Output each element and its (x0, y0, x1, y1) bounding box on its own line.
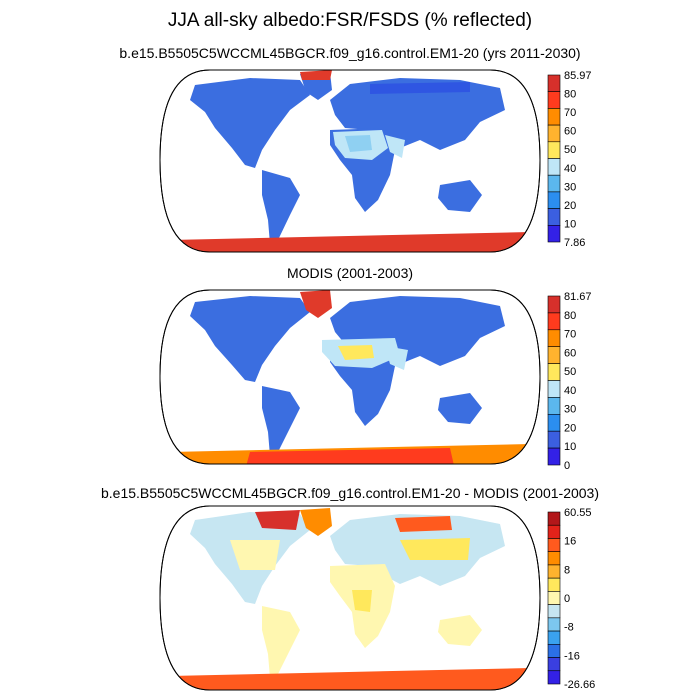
panel-title-obs: MODIS (2001-2003) (286, 265, 414, 281)
page-title: JJA all-sky albedo:FSR/FSDS (% reflected… (167, 10, 533, 31)
colorbar-tick-label: 80 (564, 310, 576, 322)
colorbar-swatch (547, 670, 561, 685)
panel-title-diff: b.e15.B5505C5WCCML45BGCR.f09_g16.control… (100, 485, 600, 501)
colorbar-diff: 60.55 16 8 0 -8 -16 -26.66 (547, 507, 595, 691)
colorbar-swatch (547, 524, 561, 539)
colorbar-swatch (547, 591, 561, 605)
colorbar-tick-label: 30 (564, 181, 576, 193)
panel-title-model: b.e15.B5505C5WCCML45BGCR.f09_g16.control… (119, 45, 581, 61)
colorbar-swatch (547, 657, 561, 672)
colorbar-swatch (547, 551, 561, 566)
colorbar-tick-label: 81.67 (564, 291, 592, 303)
colorbar-tick-label: 10 (564, 441, 576, 453)
colorbar-tick-label: 50 (564, 366, 576, 378)
colorbar-tick-label: 40 (564, 163, 576, 175)
colorbar-tick-label: 80 (564, 89, 576, 101)
colorbar-tick-label: 7.86 (564, 237, 585, 249)
colorbar-tick-label: 60 (564, 347, 576, 359)
colorbar-tick-label: 70 (564, 329, 576, 341)
colorbar-tick-label: 60 (564, 126, 576, 138)
colorbar-obs: 81.67 80 70 60 50 40 30 20 10 0 (547, 291, 592, 472)
colorbar-tick-label: 0 (564, 593, 570, 605)
colorbar-tick-label: -26.66 (564, 679, 595, 691)
colorbar-tick-label: 16 (564, 536, 576, 548)
colorbar-tick-label: 30 (564, 404, 576, 416)
colorbar-tick-label: 40 (564, 385, 576, 397)
colorbar-tick-label: 20 (564, 422, 576, 434)
colorbar-swatch (547, 511, 561, 526)
colorbar-tick-label: 50 (564, 144, 576, 156)
land-fill (160, 508, 540, 690)
land-fill (160, 70, 540, 252)
colorbar-tick-label: 10 (564, 218, 576, 230)
colorbar-swatch (547, 564, 561, 579)
colorbar-swatch (547, 617, 561, 632)
colorbar-tick-label: 0 (564, 460, 570, 472)
colorbar-swatch (547, 644, 561, 658)
colorbar-tick-label: 60.55 (564, 507, 592, 519)
colorbar-tick-label: 85.97 (564, 70, 592, 82)
colorbar-model: 85.97 80 70 60 50 40 30 20 10 7.86 (547, 70, 592, 249)
colorbar-tick-label: 8 (564, 564, 570, 576)
colorbar-tick-label: -8 (564, 622, 574, 634)
colorbar-tick-label: 70 (564, 107, 576, 119)
colorbar-swatch (547, 630, 561, 645)
colorbar-swatch (547, 225, 561, 243)
colorbar-swatch (547, 538, 561, 552)
colorbar-tick-label: -16 (564, 650, 580, 662)
colorbar-swatch (547, 604, 561, 619)
colorbar-tick-label: 20 (564, 200, 576, 212)
colorbar-swatch (547, 447, 561, 466)
colorbar-swatch (547, 577, 561, 592)
